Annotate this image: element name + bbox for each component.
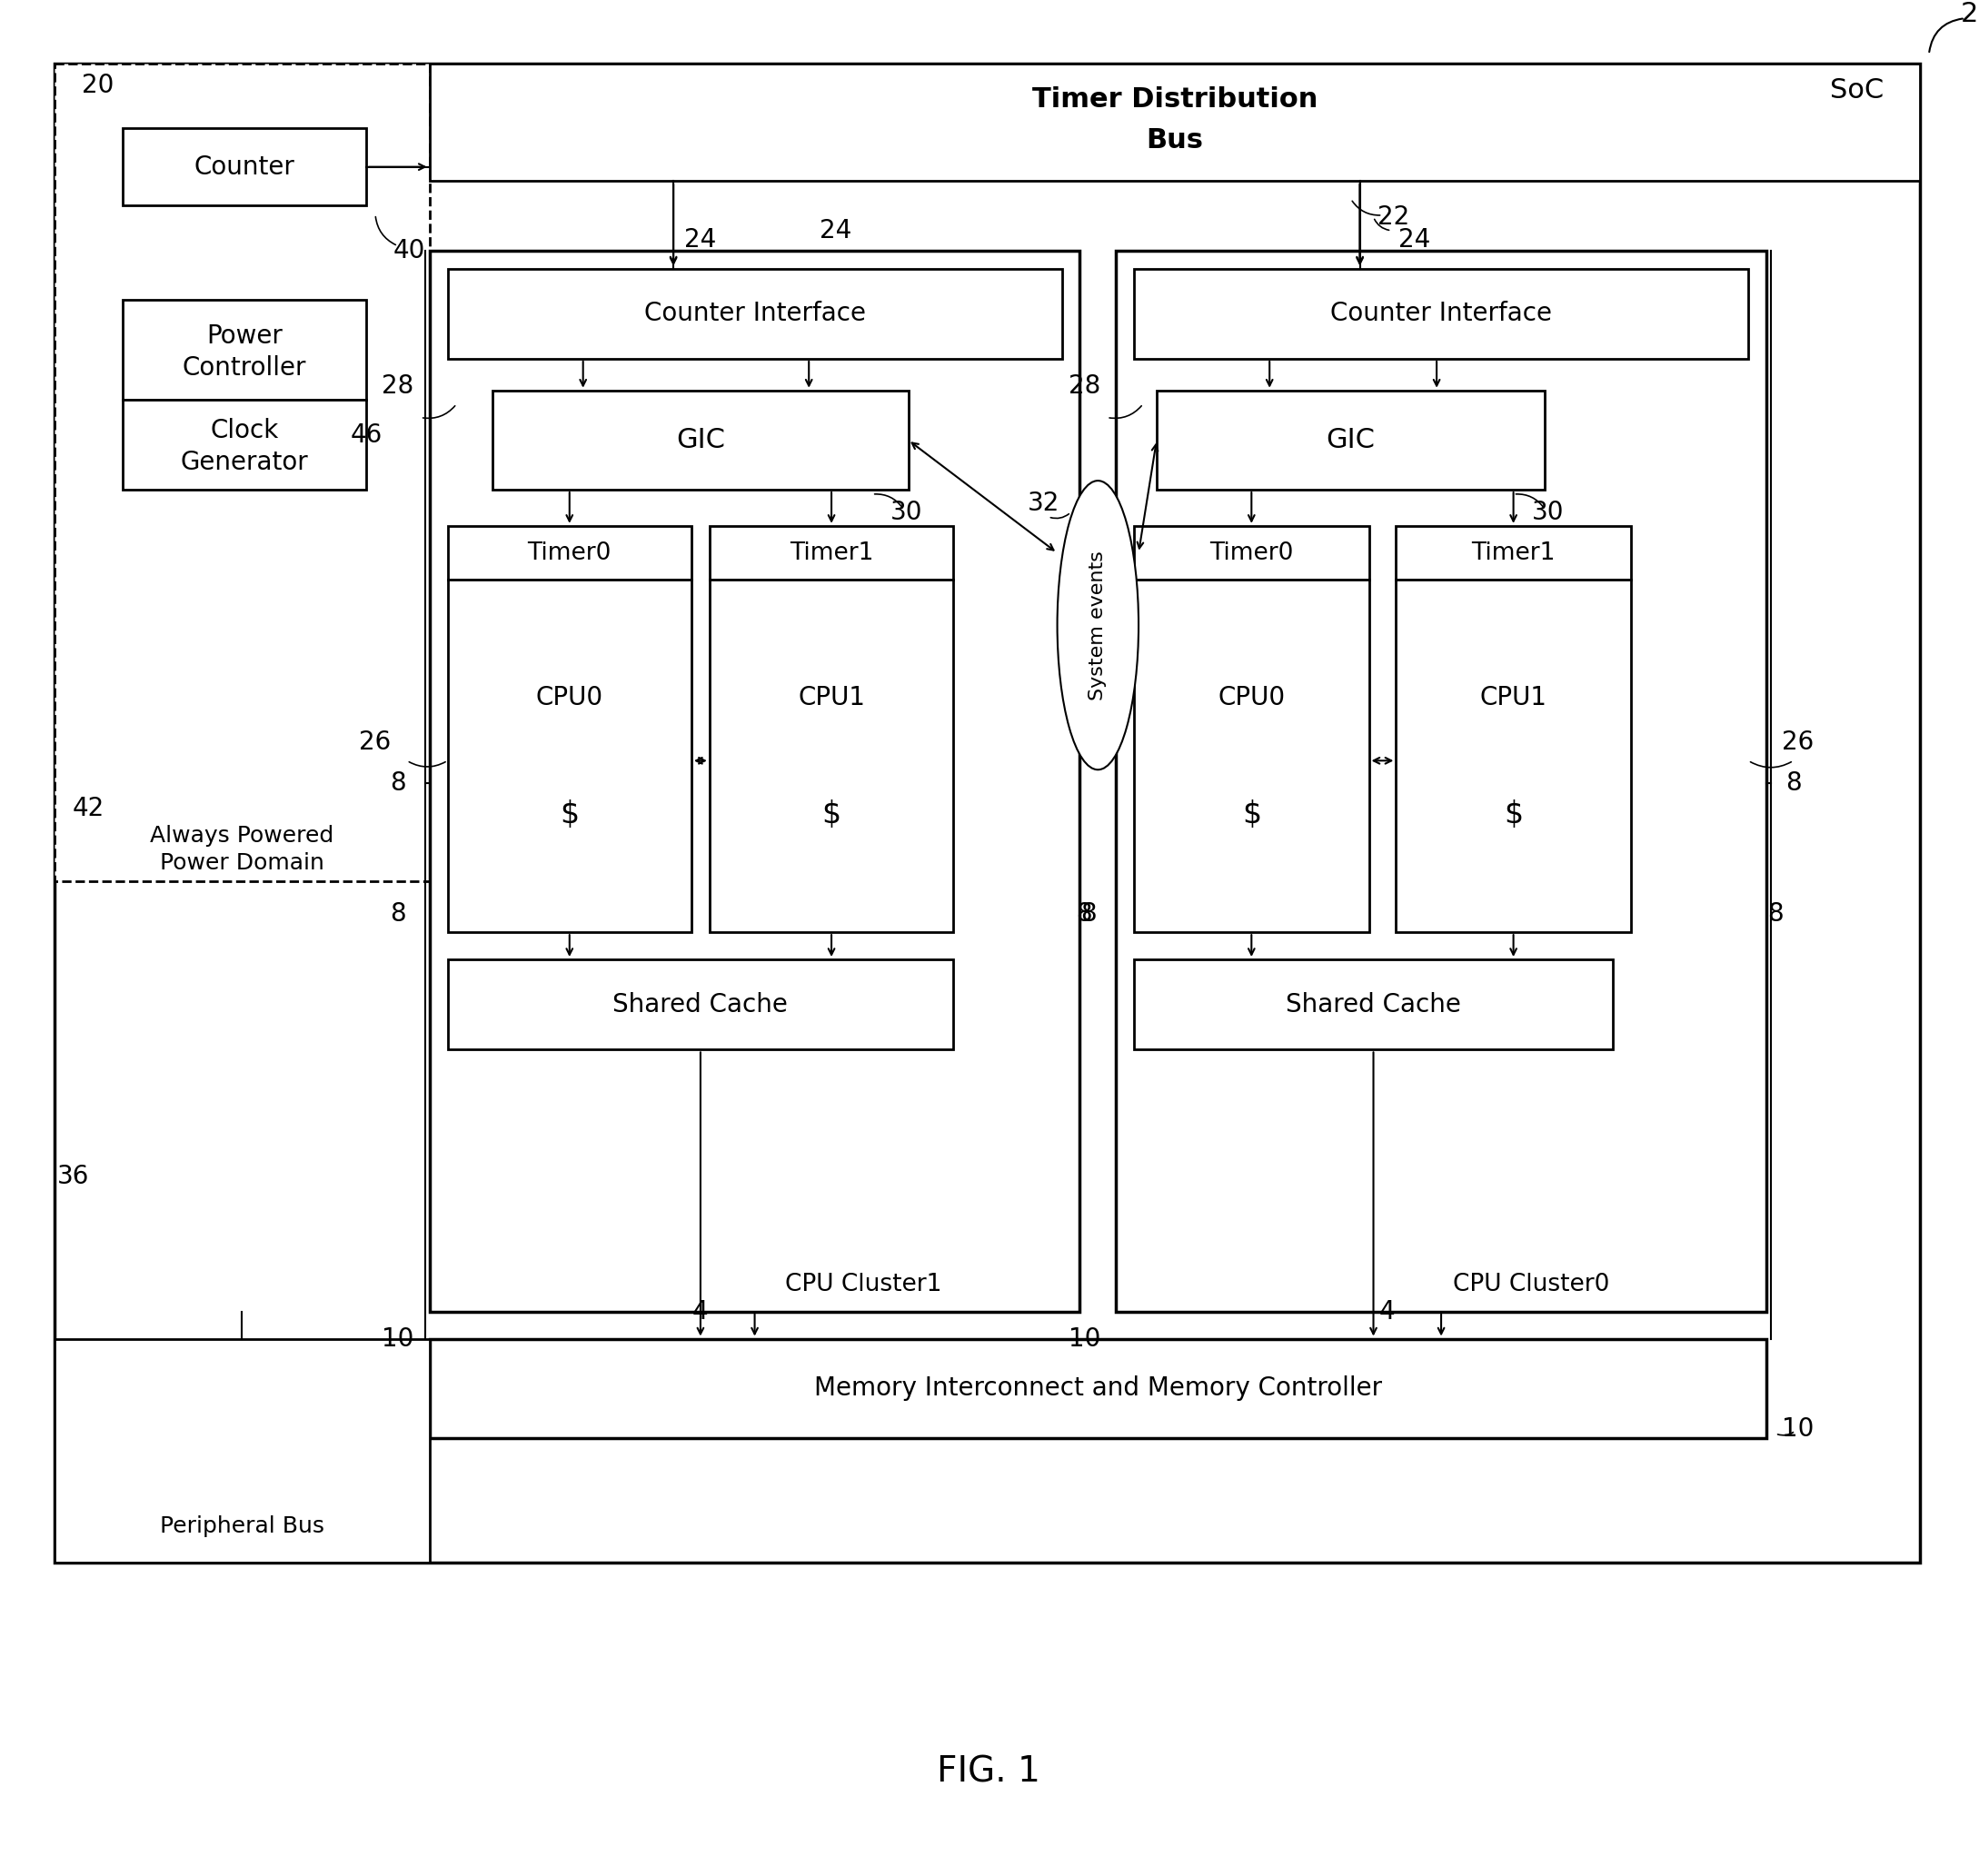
Text: 42: 42 xyxy=(73,795,105,822)
Text: SoC: SoC xyxy=(1831,77,1884,103)
Text: $: $ xyxy=(560,799,580,829)
Text: Counter: Counter xyxy=(194,154,295,180)
Text: Memory Interconnect and Memory Controller: Memory Interconnect and Memory Controlle… xyxy=(813,1375,1381,1401)
Text: 24: 24 xyxy=(819,218,853,244)
Bar xyxy=(1395,525,1631,580)
Text: Shared Cache: Shared Cache xyxy=(613,992,788,1017)
Bar xyxy=(447,525,691,580)
Text: CPU1: CPU1 xyxy=(1480,685,1548,711)
Text: CPU0: CPU0 xyxy=(1217,685,1284,711)
Text: 26: 26 xyxy=(1781,730,1815,756)
Text: 28: 28 xyxy=(382,373,414,398)
Text: 30: 30 xyxy=(1532,499,1563,525)
Text: Timer0: Timer0 xyxy=(528,540,612,565)
Text: Counter Interface: Counter Interface xyxy=(643,300,865,326)
Text: 10: 10 xyxy=(1069,1326,1100,1351)
Bar xyxy=(447,580,691,932)
Text: Power: Power xyxy=(206,323,283,349)
Text: 24: 24 xyxy=(1397,227,1431,251)
Text: Peripheral Bus: Peripheral Bus xyxy=(160,1516,325,1538)
Text: Timer1: Timer1 xyxy=(1472,540,1555,565)
Text: 24: 24 xyxy=(685,227,716,251)
Text: Clock: Clock xyxy=(210,418,279,445)
Bar xyxy=(123,300,366,400)
Bar xyxy=(123,128,366,204)
Text: 36: 36 xyxy=(57,1163,89,1189)
Text: 8: 8 xyxy=(1077,902,1092,927)
Text: Generator: Generator xyxy=(180,450,309,475)
Text: $: $ xyxy=(1243,799,1261,829)
Text: Bus: Bus xyxy=(1146,128,1203,154)
Text: 4: 4 xyxy=(693,1298,708,1324)
Text: Always Powered: Always Powered xyxy=(150,825,334,846)
Text: 8: 8 xyxy=(390,902,406,927)
Text: 8: 8 xyxy=(1081,902,1096,927)
Text: Counter Interface: Counter Interface xyxy=(1330,300,1552,326)
Text: CPU Cluster0: CPU Cluster0 xyxy=(1453,1272,1609,1296)
Bar xyxy=(1134,959,1613,1051)
Text: Timer1: Timer1 xyxy=(790,540,873,565)
Text: Controller: Controller xyxy=(182,355,307,381)
Text: 2: 2 xyxy=(1961,0,1979,26)
Bar xyxy=(55,1339,429,1563)
Text: 20: 20 xyxy=(81,73,115,98)
Bar xyxy=(447,268,1063,358)
Text: CPU0: CPU0 xyxy=(536,685,604,711)
Bar xyxy=(1395,580,1631,932)
Text: 28: 28 xyxy=(1069,373,1100,398)
Text: 26: 26 xyxy=(360,730,392,756)
Bar xyxy=(429,64,1920,180)
Text: Timer0: Timer0 xyxy=(1209,540,1294,565)
Text: 10: 10 xyxy=(1781,1416,1815,1441)
Bar xyxy=(447,959,954,1051)
Bar xyxy=(710,525,954,580)
Text: 8: 8 xyxy=(390,771,406,795)
Bar xyxy=(429,1339,1767,1439)
Ellipse shape xyxy=(1057,480,1138,769)
Text: 32: 32 xyxy=(1027,490,1061,516)
Text: 10: 10 xyxy=(382,1326,414,1351)
Text: 46: 46 xyxy=(350,422,382,448)
Text: Power Domain: Power Domain xyxy=(160,852,325,874)
Bar xyxy=(1134,525,1369,580)
Text: 40: 40 xyxy=(394,238,425,263)
Bar xyxy=(493,390,908,490)
Text: $: $ xyxy=(1504,799,1524,829)
Text: 8: 8 xyxy=(1785,771,1801,795)
Text: Shared Cache: Shared Cache xyxy=(1286,992,1461,1017)
Bar xyxy=(55,64,1920,1563)
Text: GIC: GIC xyxy=(677,428,724,454)
Text: CPU1: CPU1 xyxy=(798,685,865,711)
Text: CPU Cluster1: CPU Cluster1 xyxy=(786,1272,942,1296)
Text: FIG. 1: FIG. 1 xyxy=(936,1754,1041,1790)
Text: $: $ xyxy=(821,799,841,829)
Bar xyxy=(1134,268,1747,358)
Text: 4: 4 xyxy=(1379,1298,1395,1324)
Bar xyxy=(1134,580,1369,932)
Bar xyxy=(710,580,954,932)
Text: 22: 22 xyxy=(1377,204,1409,229)
Text: Timer Distribution: Timer Distribution xyxy=(1031,86,1318,113)
Bar xyxy=(1156,390,1546,490)
Bar xyxy=(429,250,1081,1311)
Bar xyxy=(55,64,429,880)
Bar xyxy=(1116,250,1767,1311)
Text: 30: 30 xyxy=(891,499,922,525)
Text: 8: 8 xyxy=(1767,902,1783,927)
Text: GIC: GIC xyxy=(1326,428,1375,454)
Text: System events: System events xyxy=(1088,550,1106,700)
Bar xyxy=(123,400,366,490)
